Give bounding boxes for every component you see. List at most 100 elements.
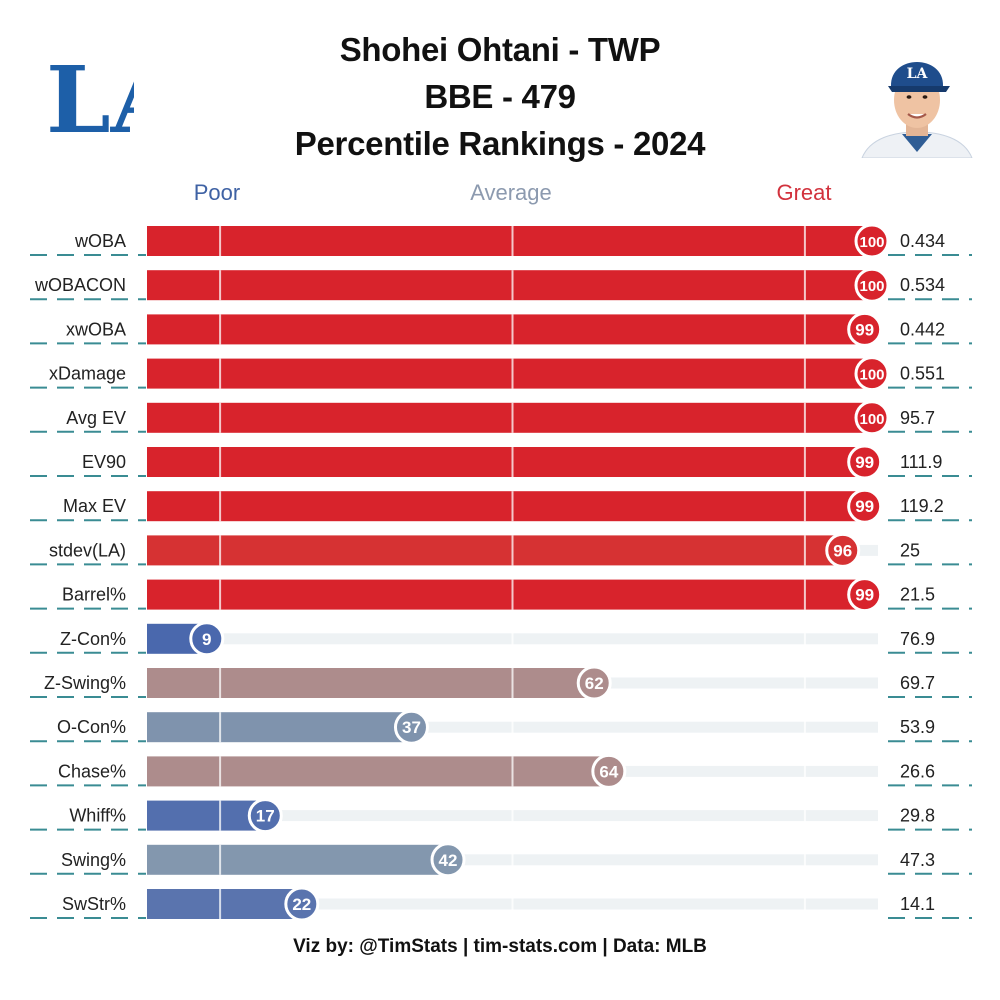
percentile-badge [393, 709, 429, 745]
bar-fill [147, 447, 871, 477]
metric-value: 0.551 [900, 364, 945, 384]
percentile-label: 42 [439, 851, 458, 870]
percentile-badge [825, 532, 861, 568]
metric-value: 76.9 [900, 629, 935, 649]
percentile-label: 37 [402, 718, 421, 737]
percentile-badge [847, 311, 883, 347]
metric-row: Swing% 47.3 42 [30, 842, 972, 878]
percentile-badge [189, 621, 225, 657]
metric-label: Chase% [58, 761, 126, 781]
bar-fill [147, 668, 601, 698]
cap-logo: LA [907, 66, 929, 82]
footer-credit: Viz by: @TimStats | tim-stats.com | Data… [293, 936, 707, 957]
bar-fill [147, 712, 418, 743]
bar-fill [147, 491, 871, 522]
percentile-label: 62 [585, 674, 604, 693]
percentile-label: 100 [859, 367, 884, 384]
metric-row: Z-Swing% 69.7 62 [30, 665, 972, 701]
percentile-label: 9 [202, 630, 211, 649]
metric-row: Avg EV 95.7 100 [30, 400, 972, 436]
metric-label: Z-Swing% [44, 673, 126, 693]
metric-label: Avg EV [66, 408, 126, 428]
metric-label: Max EV [63, 496, 126, 516]
percentile-badge [430, 842, 466, 878]
metric-value: 53.9 [900, 717, 935, 737]
scale-label-average: Average [470, 180, 552, 205]
percentile-badge [591, 753, 627, 789]
metric-label: Whiff% [69, 806, 126, 826]
percentile-label: 100 [859, 234, 884, 251]
metric-row: xwOBA 0.442 99 [30, 311, 972, 347]
chart-subtitle: BBE - 479 [424, 78, 576, 115]
bar-fill [147, 314, 871, 345]
percentile-label: 64 [599, 762, 618, 781]
metric-row: Whiff% 29.8 17 [30, 798, 972, 834]
bar-fill [147, 756, 615, 787]
metric-value: 95.7 [900, 408, 935, 428]
metric-value: 69.7 [900, 673, 935, 693]
percentile-label: 96 [833, 541, 852, 560]
percentile-badge [854, 223, 890, 259]
metric-row: stdev(LA) 25 96 [30, 532, 972, 568]
percentile-badge [247, 798, 283, 834]
metric-label: O-Con% [57, 717, 126, 737]
percentile-badge [576, 665, 612, 701]
metric-value: 26.6 [900, 761, 935, 781]
percentile-label: 99 [855, 453, 874, 472]
metric-row: Barrel% 21.5 99 [30, 577, 972, 613]
metric-value: 29.8 [900, 806, 935, 826]
player-headshot: LA [861, 62, 973, 158]
scale-labels: Poor Average Great [194, 180, 832, 205]
metric-value: 21.5 [900, 585, 935, 605]
metric-row: EV90 111.9 99 [30, 444, 972, 480]
metric-value: 14.1 [900, 894, 935, 914]
percentile-badge [854, 400, 890, 436]
percentile-label: 100 [859, 278, 884, 295]
percentile-label: 22 [292, 895, 311, 914]
chart-title: Shohei Ohtani - TWP [339, 31, 661, 68]
metric-label: Z-Con% [60, 629, 126, 649]
percentile-badge [847, 577, 883, 613]
percentile-badge [847, 488, 883, 524]
bar-fill [147, 844, 455, 875]
metric-value: 47.3 [900, 850, 935, 870]
metric-label: EV90 [82, 452, 126, 472]
metric-label: SwStr% [62, 894, 126, 914]
metric-label: Swing% [61, 850, 126, 870]
metric-row: Z-Con% 76.9 9 [30, 621, 972, 657]
metric-row: wOBA 0.434 100 [30, 223, 972, 259]
metric-label: wOBA [74, 231, 126, 251]
metric-label: wOBACON [34, 275, 126, 295]
metric-row: SwStr% 14.1 22 [30, 886, 972, 922]
logo-text: LA [46, 46, 134, 154]
metric-value: 0.434 [900, 231, 945, 251]
percentile-label: 17 [256, 807, 275, 826]
metric-row: Chase% 26.6 64 [30, 753, 972, 789]
bar-fill [147, 535, 849, 566]
metric-label: xwOBA [66, 319, 126, 339]
metric-label: xDamage [49, 364, 126, 384]
percentile-label: 99 [855, 320, 874, 339]
metric-value: 25 [900, 540, 920, 560]
metric-value: 111.9 [900, 452, 942, 472]
metric-value: 0.442 [900, 319, 945, 339]
metric-label: stdev(LA) [49, 540, 126, 560]
bar-fill [147, 889, 308, 919]
metric-value: 119.2 [900, 496, 944, 516]
percentile-label: 99 [855, 497, 874, 516]
percentile-badge [854, 267, 890, 303]
metric-row: Max EV 119.2 99 [30, 488, 972, 524]
percentile-label: 99 [855, 586, 874, 605]
percentile-label: 100 [859, 411, 884, 428]
metric-label: Barrel% [62, 585, 126, 605]
metric-row: wOBACON 0.534 100 [30, 267, 972, 303]
percentile-badge [284, 886, 320, 922]
scale-label-great: Great [776, 180, 831, 205]
title-block: Shohei Ohtani - TWP BBE - 479 Percentile… [150, 26, 850, 167]
metric-row: xDamage 0.551 100 [30, 356, 972, 392]
scale-label-poor: Poor [194, 180, 240, 205]
percentile-badge [854, 356, 890, 392]
dodgers-logo: LA [46, 46, 134, 154]
